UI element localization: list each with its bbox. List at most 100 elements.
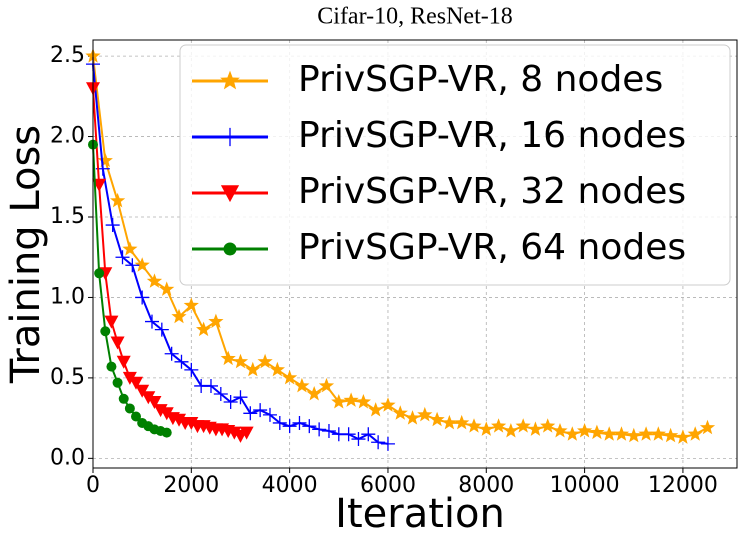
marker (269, 361, 285, 377)
marker (147, 396, 162, 410)
marker (368, 402, 384, 417)
marker (503, 423, 519, 438)
marker (134, 257, 150, 272)
marker (371, 435, 386, 450)
marker (454, 414, 470, 430)
marker (239, 426, 254, 440)
marker (213, 386, 228, 401)
x-tick-label: 12000 (648, 473, 718, 498)
marker (404, 410, 421, 425)
y-tick-label: 1.5 (50, 204, 85, 229)
marker (306, 386, 322, 401)
marker (429, 411, 445, 427)
marker (343, 392, 359, 407)
marker (159, 407, 174, 421)
marker (223, 242, 237, 256)
y-axis-label: Training Loss (3, 125, 49, 384)
marker (164, 346, 179, 361)
x-axis-label: Iteration (335, 491, 505, 536)
marker (351, 432, 366, 447)
marker (110, 192, 126, 208)
marker (146, 273, 163, 288)
marker (262, 407, 277, 422)
marker (220, 350, 236, 366)
marker (341, 427, 356, 442)
marker (97, 152, 113, 168)
marker (131, 411, 142, 422)
marker (243, 406, 258, 421)
marker (100, 326, 111, 337)
marker (220, 127, 240, 147)
marker (233, 390, 248, 405)
marker (355, 394, 371, 409)
legend-box (179, 44, 731, 286)
marker (675, 429, 691, 444)
marker (174, 354, 189, 369)
marker (245, 361, 261, 377)
marker (110, 336, 125, 350)
marker (112, 377, 123, 388)
marker (613, 426, 630, 441)
plot-frame (92, 39, 738, 469)
marker (196, 321, 212, 337)
marker (552, 423, 568, 438)
marker (272, 415, 287, 430)
marker (154, 322, 169, 337)
marker (292, 415, 307, 430)
marker (129, 376, 144, 390)
legend-label: PrivSGP-VR, 32 nodes (298, 171, 686, 212)
y-tick-label: 0.5 (50, 365, 85, 390)
marker (141, 391, 156, 405)
y-tick-label: 0.0 (50, 445, 85, 470)
marker (638, 426, 654, 441)
marker (115, 250, 130, 265)
marker (105, 218, 120, 233)
marker (232, 353, 249, 369)
legend-label: PrivSGP-VR, 8 nodes (298, 59, 663, 100)
marker (650, 426, 666, 441)
marker (302, 419, 317, 434)
marker (171, 308, 187, 324)
marker (122, 241, 138, 256)
marker (122, 371, 137, 385)
marker (466, 418, 482, 433)
x-tick-label: 8000 (458, 473, 514, 498)
marker (540, 418, 556, 433)
marker (321, 423, 336, 438)
marker (184, 362, 199, 377)
chart-title: Cifar-10, ResNet-18 (317, 4, 512, 30)
marker (564, 426, 580, 441)
marker (417, 406, 433, 422)
marker (125, 258, 140, 273)
series-line (92, 144, 167, 434)
marker (441, 414, 457, 430)
marker (478, 421, 494, 436)
marker (392, 405, 408, 420)
marker (515, 418, 531, 433)
marker (318, 377, 335, 393)
y-tick-label: 1.0 (50, 284, 85, 309)
marker (699, 419, 716, 435)
marker (331, 394, 347, 409)
marker (208, 313, 224, 329)
marker (294, 377, 310, 393)
x-tick-label: 4000 (262, 473, 318, 498)
marker (223, 395, 238, 410)
marker (159, 281, 175, 296)
x-tick-label: 10000 (550, 473, 620, 498)
legend-label: PrivSGP-VR, 16 nodes (298, 115, 686, 156)
marker (203, 378, 218, 393)
marker (183, 297, 199, 312)
marker (135, 290, 150, 305)
marker (220, 185, 240, 203)
marker (282, 369, 298, 385)
legend-label: PrivSGP-VR, 64 nodes (298, 227, 686, 268)
marker (312, 422, 327, 437)
marker (491, 418, 507, 433)
marker (257, 353, 273, 369)
x-tick-label: 2000 (163, 473, 219, 498)
marker (104, 315, 119, 329)
marker (94, 268, 105, 279)
marker (380, 436, 395, 451)
